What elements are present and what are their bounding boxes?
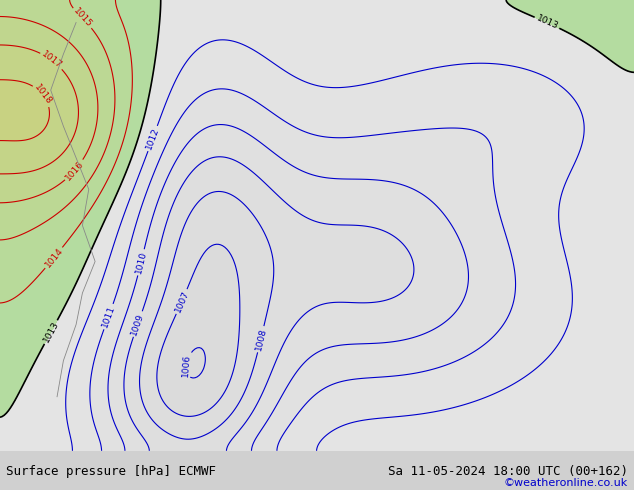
- Text: 1016: 1016: [63, 159, 86, 182]
- Text: 1008: 1008: [254, 327, 268, 351]
- Text: 1006: 1006: [181, 353, 191, 377]
- Text: 1017: 1017: [40, 50, 63, 71]
- Text: 1012: 1012: [145, 126, 161, 151]
- Text: 1013: 1013: [534, 14, 559, 31]
- Text: Sa 11-05-2024 18:00 UTC (00+162): Sa 11-05-2024 18:00 UTC (00+162): [387, 465, 628, 478]
- Text: 1014: 1014: [43, 246, 65, 270]
- Text: Surface pressure [hPa] ECMWF: Surface pressure [hPa] ECMWF: [6, 465, 216, 478]
- Text: ©weatheronline.co.uk: ©weatheronline.co.uk: [503, 478, 628, 488]
- Text: 1010: 1010: [134, 250, 148, 274]
- Text: 1007: 1007: [173, 289, 190, 314]
- Text: 1009: 1009: [130, 312, 146, 336]
- Text: 1013: 1013: [41, 320, 60, 344]
- Text: 1018: 1018: [32, 83, 53, 107]
- Text: 1011: 1011: [100, 304, 117, 329]
- Text: 1015: 1015: [71, 6, 93, 29]
